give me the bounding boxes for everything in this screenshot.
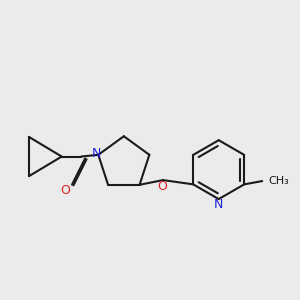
Text: N: N (92, 147, 101, 160)
Text: O: O (157, 180, 167, 193)
Text: CH₃: CH₃ (269, 176, 290, 186)
Text: N: N (214, 199, 224, 212)
Text: O: O (61, 184, 70, 197)
